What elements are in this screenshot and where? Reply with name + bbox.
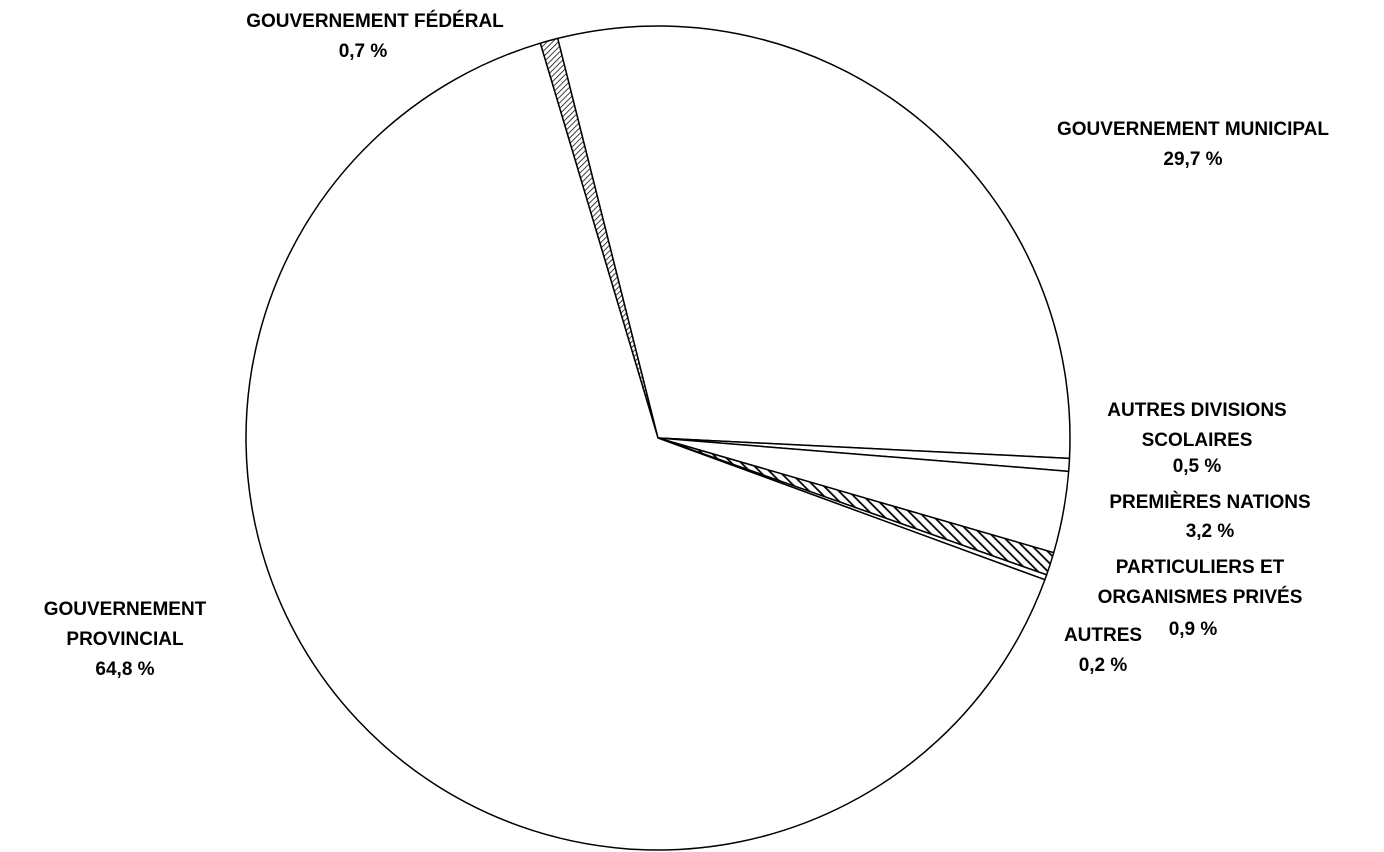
slice-label: GOUVERNEMENT MUNICIPAL: [1057, 119, 1329, 140]
value-label: 0,2 %: [1079, 655, 1128, 676]
value-label: 0,9 %: [1169, 619, 1218, 640]
value-label: 29,7 %: [1163, 149, 1222, 170]
pie-slice: [557, 25, 1071, 460]
value-label: 3,2 %: [1186, 521, 1235, 542]
slice-label: GOUVERNEMENT PROVINCIAL: [44, 599, 207, 650]
pie-slice: [245, 42, 1046, 851]
slice-label: GOUVERNEMENT FÉDÉRAL: [246, 10, 504, 32]
slice-label: AUTRES DIVISIONS SCOLAIRES: [1107, 400, 1286, 451]
value-label: 0,7 %: [339, 41, 388, 62]
slice-label: PREMIÈRES NATIONS: [1109, 491, 1310, 513]
value-label: 0,5 %: [1173, 456, 1222, 477]
slice-label: PARTICULIERS ET ORGANISMES PRIVÉS: [1098, 557, 1303, 608]
slice-label: AUTRES: [1064, 625, 1142, 646]
value-label: 64,8 %: [95, 659, 154, 680]
